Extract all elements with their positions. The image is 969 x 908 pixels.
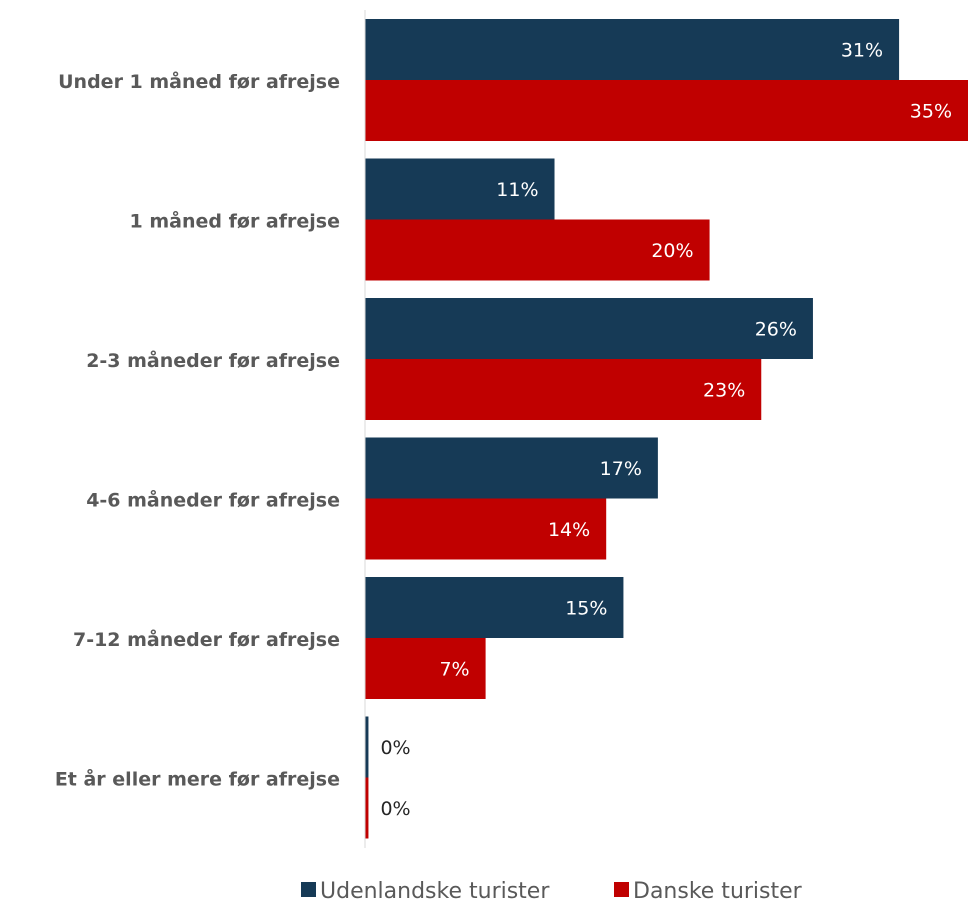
bar: [365, 577, 624, 638]
bar: [365, 298, 813, 359]
legend: Udenlandske turister Danske turister: [301, 879, 803, 904]
legend-label: Danske turister: [633, 879, 803, 904]
legend-label: Udenlandske turister: [320, 879, 550, 904]
bar: [365, 777, 369, 839]
data-label: 35%: [910, 101, 952, 123]
bar: [365, 638, 486, 699]
value-labels: 31% 35% 11% 20% 26% 23% 17% 14% 15% 7% 0% 0%: [380, 40, 952, 821]
category-labels: Under 1 måned før afrejse 1 måned før afr…: [55, 69, 340, 791]
bar: [365, 219, 710, 281]
category-label: 4-6 måneder før afrejse: [86, 488, 340, 512]
bar: [365, 498, 607, 560]
category-label: 1 måned før afrejse: [130, 209, 340, 233]
data-label: 0%: [380, 737, 410, 759]
data-label: 0%: [380, 798, 410, 820]
bars: [365, 19, 968, 839]
bar: [365, 19, 900, 80]
bar: [365, 437, 658, 499]
bar: [365, 359, 762, 420]
category-label: Under 1 måned før afrejse: [58, 69, 340, 93]
bar: [365, 716, 369, 778]
data-label: 17%: [600, 458, 642, 480]
bar: [365, 80, 968, 141]
data-label: 15%: [565, 598, 607, 620]
data-label: 23%: [703, 380, 745, 402]
legend-swatch: [614, 882, 629, 897]
data-label: 14%: [548, 519, 590, 541]
data-label: 31%: [841, 40, 883, 62]
category-label: 2-3 måneder før afrejse: [86, 348, 340, 372]
data-label: 7%: [439, 659, 469, 681]
category-label: 7-12 måneder før afrejse: [73, 627, 340, 651]
data-label: 20%: [651, 240, 693, 262]
bar: [365, 158, 555, 220]
category-label: Et år eller mere før afrejse: [55, 767, 340, 791]
legend-swatch: [301, 882, 316, 897]
data-label: 11%: [496, 179, 538, 201]
data-label: 26%: [755, 319, 797, 341]
